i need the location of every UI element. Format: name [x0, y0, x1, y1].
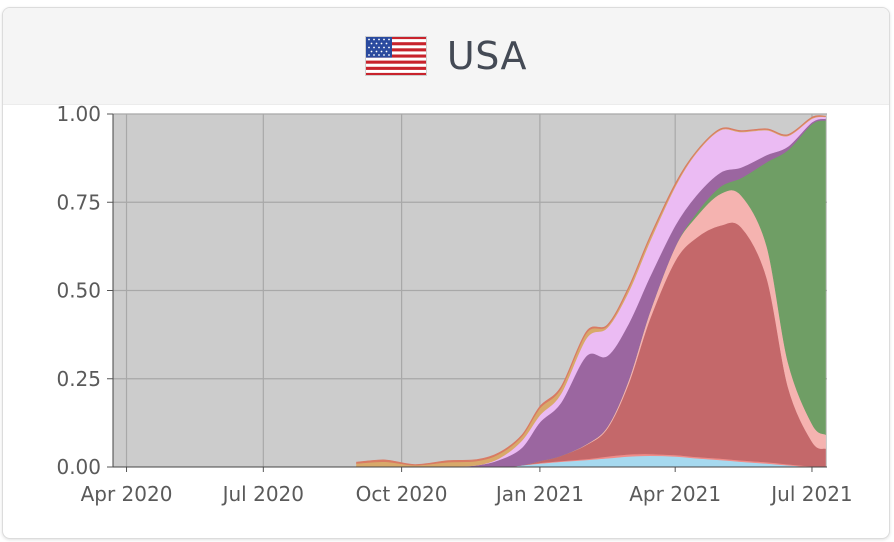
y-tick-label: 1.00 — [56, 102, 101, 126]
title-row: USA — [3, 8, 889, 104]
y-tick-label: 0.75 — [56, 190, 101, 214]
y-tick-label: 0.50 — [56, 279, 101, 303]
y-tick-label: 0.25 — [56, 367, 101, 391]
x-tick-label: Jul 2020 — [221, 482, 304, 506]
y-tick-label: 0.00 — [56, 455, 101, 479]
x-tick-label: Apr 2020 — [81, 482, 173, 506]
usa-flag-icon — [364, 36, 427, 76]
country-title: USA — [446, 34, 528, 78]
x-tick-label: Jan 2021 — [494, 482, 584, 506]
x-tick-label: Oct 2020 — [356, 482, 448, 506]
area-series-9 — [356, 115, 826, 466]
x-tick-label: Jul 2021 — [769, 482, 852, 506]
x-axis: Apr 2020 Jul 2020 Oct 2020 Jan 2021 Apr 2021… — [81, 466, 853, 506]
stacked-areas — [356, 115, 826, 468]
card-header: USA — [3, 8, 889, 105]
x-tick-label: Apr 2021 — [629, 482, 721, 506]
y-axis: 0.00 0.25 0.50 0.75 1.00 — [56, 102, 113, 479]
